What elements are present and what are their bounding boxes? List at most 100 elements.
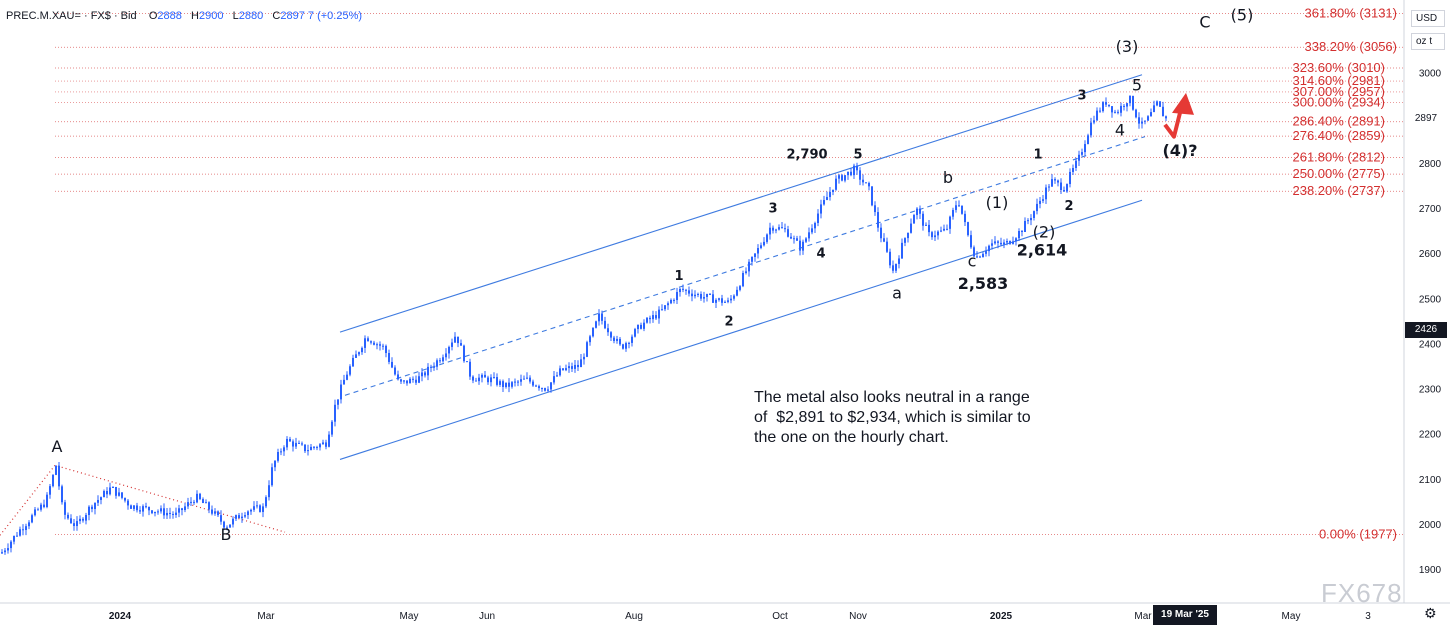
candle (403, 380, 405, 384)
candle (997, 240, 999, 249)
candle (22, 524, 24, 536)
candle (364, 335, 366, 354)
wave-label[interactable]: 5 (1132, 76, 1142, 95)
candle (49, 483, 51, 499)
analysis-note: The metal also looks neutral in a range … (754, 389, 1031, 446)
arrow-head (1172, 92, 1194, 115)
candle (61, 484, 63, 505)
wave-label[interactable]: 2 (724, 314, 733, 329)
wave-label[interactable]: (1) (986, 193, 1009, 212)
wave-label[interactable]: (3) (1116, 37, 1139, 56)
candle (289, 436, 291, 442)
symbol-header[interactable]: PREC.M.XAU= · FX$ · Bid O2888 H2900 L288… (6, 10, 363, 22)
wave-label[interactable]: 4 (1115, 121, 1125, 140)
wave-label[interactable]: c (968, 252, 977, 271)
candle (355, 350, 357, 358)
candle (538, 384, 540, 391)
y-axis: 1900 2000 2100 2200 2300 2400 2500 2600 2700 2800… (1403, 0, 1442, 603)
candle (625, 341, 627, 352)
wave-label[interactable]: b (943, 168, 953, 187)
candle (904, 237, 906, 247)
wave-label[interactable]: 2,790 (786, 147, 827, 162)
wave-label[interactable]: A (52, 437, 63, 456)
channel-lower[interactable] (339, 199, 1143, 460)
currency-select[interactable]: USD (1411, 10, 1445, 27)
wave-label[interactable]: (5) (1231, 6, 1254, 25)
candle (817, 209, 819, 227)
candle (595, 320, 597, 329)
wave-label[interactable]: 3 (768, 201, 777, 216)
candle (379, 341, 381, 351)
candle (736, 286, 738, 297)
candle (142, 504, 144, 517)
candle (559, 365, 561, 377)
quote-type: Bid (120, 10, 137, 22)
candle (1018, 228, 1020, 242)
candle (238, 512, 240, 519)
wave-label[interactable]: (2) (1033, 222, 1056, 241)
candle (682, 284, 684, 293)
candle (805, 237, 807, 243)
wave-label[interactable]: B (221, 525, 232, 544)
candle (763, 237, 765, 247)
wave-label[interactable]: 3 (1077, 89, 1086, 104)
x-tick-label: Nov (849, 611, 867, 622)
candle (826, 191, 828, 201)
wave-label[interactable]: 1 (674, 269, 683, 284)
candle (106, 487, 108, 499)
unit-select[interactable]: oz t (1411, 33, 1445, 50)
candle (937, 230, 939, 240)
candle (118, 487, 120, 497)
candle (373, 340, 375, 346)
candle (1042, 195, 1044, 204)
wave-label[interactable]: (4)? (1162, 141, 1197, 160)
candle (1075, 157, 1077, 172)
candle (292, 439, 294, 452)
candle (298, 440, 300, 444)
ab-trendline[interactable] (0, 464, 286, 536)
candle (622, 343, 624, 350)
candle (847, 171, 849, 180)
wave-label[interactable]: 2,583 (958, 274, 1009, 293)
candle (1105, 97, 1107, 108)
candle (265, 495, 267, 509)
candle (772, 225, 774, 234)
candle (1003, 239, 1005, 249)
candle (1054, 177, 1056, 184)
candle (1069, 168, 1071, 188)
wave-label[interactable]: 2,614 (1017, 240, 1068, 259)
candle (457, 336, 459, 348)
candle (295, 437, 297, 449)
candle (628, 341, 630, 349)
candle (421, 368, 423, 382)
wave-label[interactable]: 2 (1064, 199, 1073, 214)
candle (211, 505, 213, 516)
candle (34, 506, 36, 517)
candle (1141, 117, 1143, 129)
candle (7, 543, 9, 554)
candle (1090, 117, 1092, 138)
wave-label[interactable]: a (892, 283, 902, 302)
wave-label[interactable]: 5 (853, 147, 862, 162)
candle (433, 362, 435, 371)
x-tick-label: 2025 (990, 611, 1013, 622)
settings-gear-icon[interactable]: ⚙ (1424, 605, 1437, 621)
wave-label[interactable]: 4 (816, 247, 825, 262)
candle (985, 246, 987, 257)
candle (796, 235, 798, 242)
wave-label[interactable]: C (1199, 12, 1210, 31)
wave-label[interactable]: 1 (1033, 147, 1042, 162)
channel-upper[interactable] (339, 74, 1143, 333)
candle (856, 162, 858, 175)
candle (19, 526, 21, 537)
candle (154, 511, 156, 517)
fib-label: 323.60% (3010) (1292, 60, 1385, 75)
candle (115, 486, 117, 499)
x-tick-label: May (400, 611, 419, 622)
candle (1108, 104, 1110, 108)
candle (799, 235, 801, 256)
candle (541, 387, 543, 392)
candle (382, 343, 384, 350)
candle (913, 213, 915, 224)
